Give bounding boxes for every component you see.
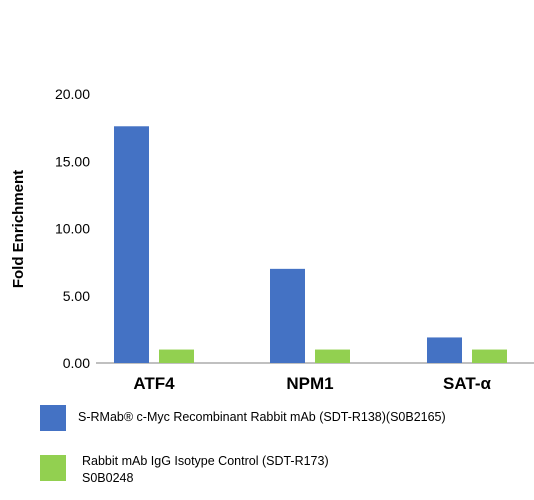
x-category-label: SAT-α	[443, 374, 491, 393]
bar-c-myc-0	[114, 126, 149, 363]
bar-igg-control-2	[472, 349, 507, 363]
x-category-label: ATF4	[133, 374, 175, 393]
bar-igg-control-1	[315, 349, 350, 363]
bar-c-myc-2	[427, 337, 462, 363]
y-tick-label: 10.00	[55, 221, 90, 237]
y-tick-label: 0.00	[63, 355, 90, 371]
bars	[114, 126, 507, 363]
y-tick-label: 20.00	[55, 86, 90, 102]
y-tick-label: 15.00	[55, 153, 90, 169]
bar-c-myc-1	[270, 268, 305, 363]
y-axis-ticks: 0.00 5.00 10.00 15.00 20.00	[55, 86, 90, 371]
y-axis-label: Fold Enrichment	[10, 170, 27, 288]
x-axis-categories: ATF4 NPM1 SAT-α	[133, 374, 491, 393]
x-category-label: NPM1	[286, 374, 333, 393]
y-tick-label: 5.00	[63, 288, 90, 304]
bar-igg-control-0	[159, 349, 194, 363]
